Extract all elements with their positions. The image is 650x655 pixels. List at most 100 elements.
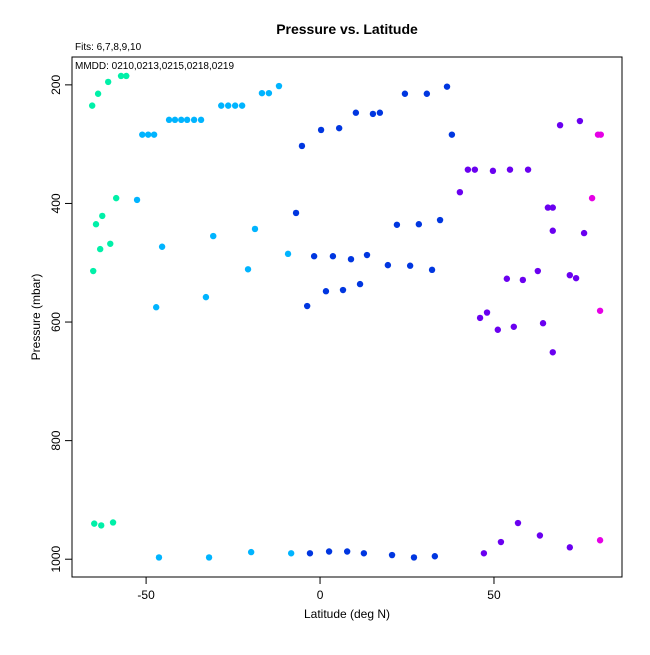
point: [448, 131, 456, 138]
point: [171, 116, 179, 124]
point: [306, 550, 314, 557]
point: [556, 121, 564, 129]
point: [247, 548, 255, 556]
point: [117, 72, 125, 80]
point: [519, 276, 527, 284]
point: [572, 274, 580, 282]
x-axis-label: Latitude (deg N): [304, 607, 390, 621]
point: [335, 124, 343, 132]
point: [536, 532, 544, 539]
point: [524, 166, 532, 173]
point: [183, 116, 191, 124]
point: [92, 221, 100, 228]
point: [152, 304, 160, 311]
plot-frame: [71, 56, 623, 578]
point: [549, 204, 556, 211]
point: [133, 196, 141, 204]
point: [534, 267, 542, 275]
point: [310, 253, 318, 260]
point: [580, 229, 588, 237]
point: [123, 72, 130, 80]
point: [139, 131, 146, 138]
point: [443, 83, 451, 90]
point: [464, 166, 472, 173]
point: [566, 544, 574, 551]
point: [88, 102, 96, 109]
point: [238, 102, 246, 109]
point: [596, 537, 604, 544]
point: [393, 221, 401, 228]
point: [376, 109, 384, 116]
point: [178, 116, 185, 124]
point: [322, 288, 330, 295]
point: [544, 204, 552, 211]
point: [99, 212, 106, 220]
point: [339, 286, 347, 294]
point: [497, 538, 505, 546]
point: [597, 131, 604, 138]
point: [347, 255, 355, 263]
point: [202, 293, 210, 301]
point: [388, 551, 396, 559]
point: [197, 116, 205, 124]
point: [144, 131, 152, 138]
point: [284, 250, 292, 258]
y-axis-label: Pressure (mbar): [29, 274, 43, 361]
point: [428, 266, 436, 274]
point: [503, 275, 511, 282]
point: [480, 550, 488, 557]
point: [360, 550, 368, 557]
point: [205, 554, 213, 561]
point: [576, 117, 584, 125]
point: [224, 102, 232, 109]
point: [415, 221, 423, 228]
point: [244, 266, 252, 273]
point: [96, 245, 104, 253]
point: [436, 216, 444, 224]
point: [155, 554, 163, 561]
x-tick-label: 0: [317, 588, 324, 602]
point: [292, 209, 300, 217]
point: [401, 90, 409, 97]
point: [423, 90, 431, 97]
point: [549, 227, 556, 234]
point: [107, 240, 114, 247]
point: [287, 550, 295, 557]
point: [369, 110, 377, 118]
point: [588, 194, 596, 202]
point: [471, 166, 479, 173]
point: [539, 320, 547, 327]
point: [596, 307, 604, 314]
point: [104, 78, 112, 86]
point: [251, 225, 259, 233]
y-tick-label: 1000: [49, 546, 63, 573]
point: [98, 522, 105, 529]
point: [456, 188, 464, 196]
point: [317, 126, 325, 134]
point: [343, 548, 351, 555]
point: [275, 82, 283, 90]
point: [158, 243, 166, 250]
point: [384, 261, 392, 269]
point: [112, 194, 120, 202]
point: [506, 166, 514, 173]
point: [325, 548, 333, 555]
point: [489, 167, 497, 175]
point: [494, 326, 502, 333]
point: [549, 349, 556, 356]
annotation: MMDD: 0210,0213,0215,0218,0219: [75, 61, 234, 72]
point: [363, 251, 371, 259]
y-tick-label: 200: [49, 75, 63, 95]
y-tick-label: 600: [49, 312, 63, 332]
point: [431, 553, 439, 560]
point: [165, 116, 173, 124]
subtitle: Fits: 6,7,8,9,10: [75, 42, 142, 53]
point: [566, 271, 574, 279]
point: [483, 309, 491, 316]
point: [352, 109, 360, 116]
point: [410, 554, 418, 561]
point: [514, 519, 522, 527]
point: [150, 131, 158, 138]
point: [94, 90, 102, 97]
